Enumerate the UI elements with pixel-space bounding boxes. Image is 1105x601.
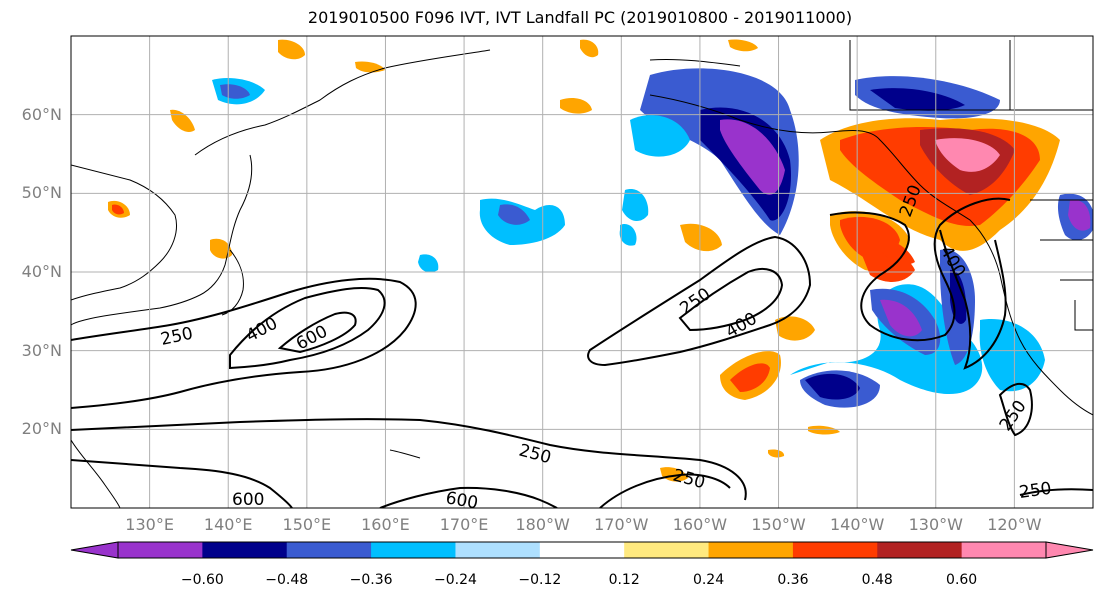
colorbar-frame	[117, 541, 1047, 559]
ivt-contours	[71, 197, 1093, 508]
shaded-ivt-patches	[108, 39, 1093, 482]
colorbar-tick-label: −0.48	[265, 572, 309, 588]
colorbar-segment	[286, 542, 372, 558]
colorbar-tick-label: −0.24	[434, 572, 477, 588]
colorbar-tick-label: −0.36	[349, 572, 393, 588]
colorbar-tick-label: 0.12	[608, 572, 640, 588]
colorbar-tick-label: −0.60	[180, 572, 224, 588]
colorbar-extend-low	[70, 541, 119, 559]
map-frame	[70, 35, 1094, 509]
lon-label: 130°E	[125, 515, 174, 534]
contour-label: 600	[444, 488, 479, 513]
colorbar-segment	[539, 542, 625, 558]
lon-label: 160°W	[672, 515, 728, 534]
colorbar-segment	[792, 542, 878, 558]
lon-label: 140°W	[829, 515, 885, 534]
lat-label: 40°N	[21, 262, 62, 281]
colorbar-tick-label: 0.48	[861, 572, 893, 588]
colorbar-segment	[455, 542, 541, 558]
colorbar-tick-label: 0.36	[777, 572, 809, 588]
lat-label: 50°N	[21, 183, 62, 203]
lon-label: 170°E	[439, 515, 489, 534]
colorbar-extend-high	[1045, 541, 1094, 559]
ivt-map: 250 400 600 250 400 250 400 250 250 600 …	[70, 35, 1094, 513]
lon-label: 150°W	[751, 515, 806, 534]
lon-label: 140°E	[203, 515, 253, 534]
lon-label: 130°W	[908, 515, 963, 534]
contour-label: 600	[232, 490, 264, 510]
lat-label: 60°N	[21, 104, 62, 124]
colorbar-segment	[961, 542, 1047, 558]
colorbar-tick-label: 0.24	[692, 572, 725, 588]
colorbar-segment	[877, 542, 963, 558]
colorbar-segment	[118, 542, 203, 558]
lon-label: 120°W	[987, 515, 1042, 534]
lon-label: 160°E	[361, 515, 410, 534]
lat-label: 30°N	[21, 340, 62, 360]
lat-label: 20°N	[21, 419, 62, 439]
lon-label: 180°W	[515, 515, 570, 534]
lon-label: 150°E	[282, 515, 332, 534]
colorbar-tick-label: 0.60	[946, 572, 978, 588]
coastlines	[71, 49, 1093, 508]
colorbar-segment	[624, 542, 710, 558]
colorbar-segment	[371, 542, 456, 558]
gridlines	[71, 36, 1093, 508]
colorbar-segment	[708, 542, 794, 558]
map-title: 2019010500 F096 IVT, IVT Landfall PC (20…	[307, 8, 853, 27]
colorbar-segment	[202, 542, 288, 558]
political-boundaries	[849, 40, 1093, 331]
colorbar-tick-label: −0.12	[518, 572, 562, 588]
contour-label: 250	[1018, 479, 1053, 503]
lon-label: 170°W	[594, 515, 649, 534]
